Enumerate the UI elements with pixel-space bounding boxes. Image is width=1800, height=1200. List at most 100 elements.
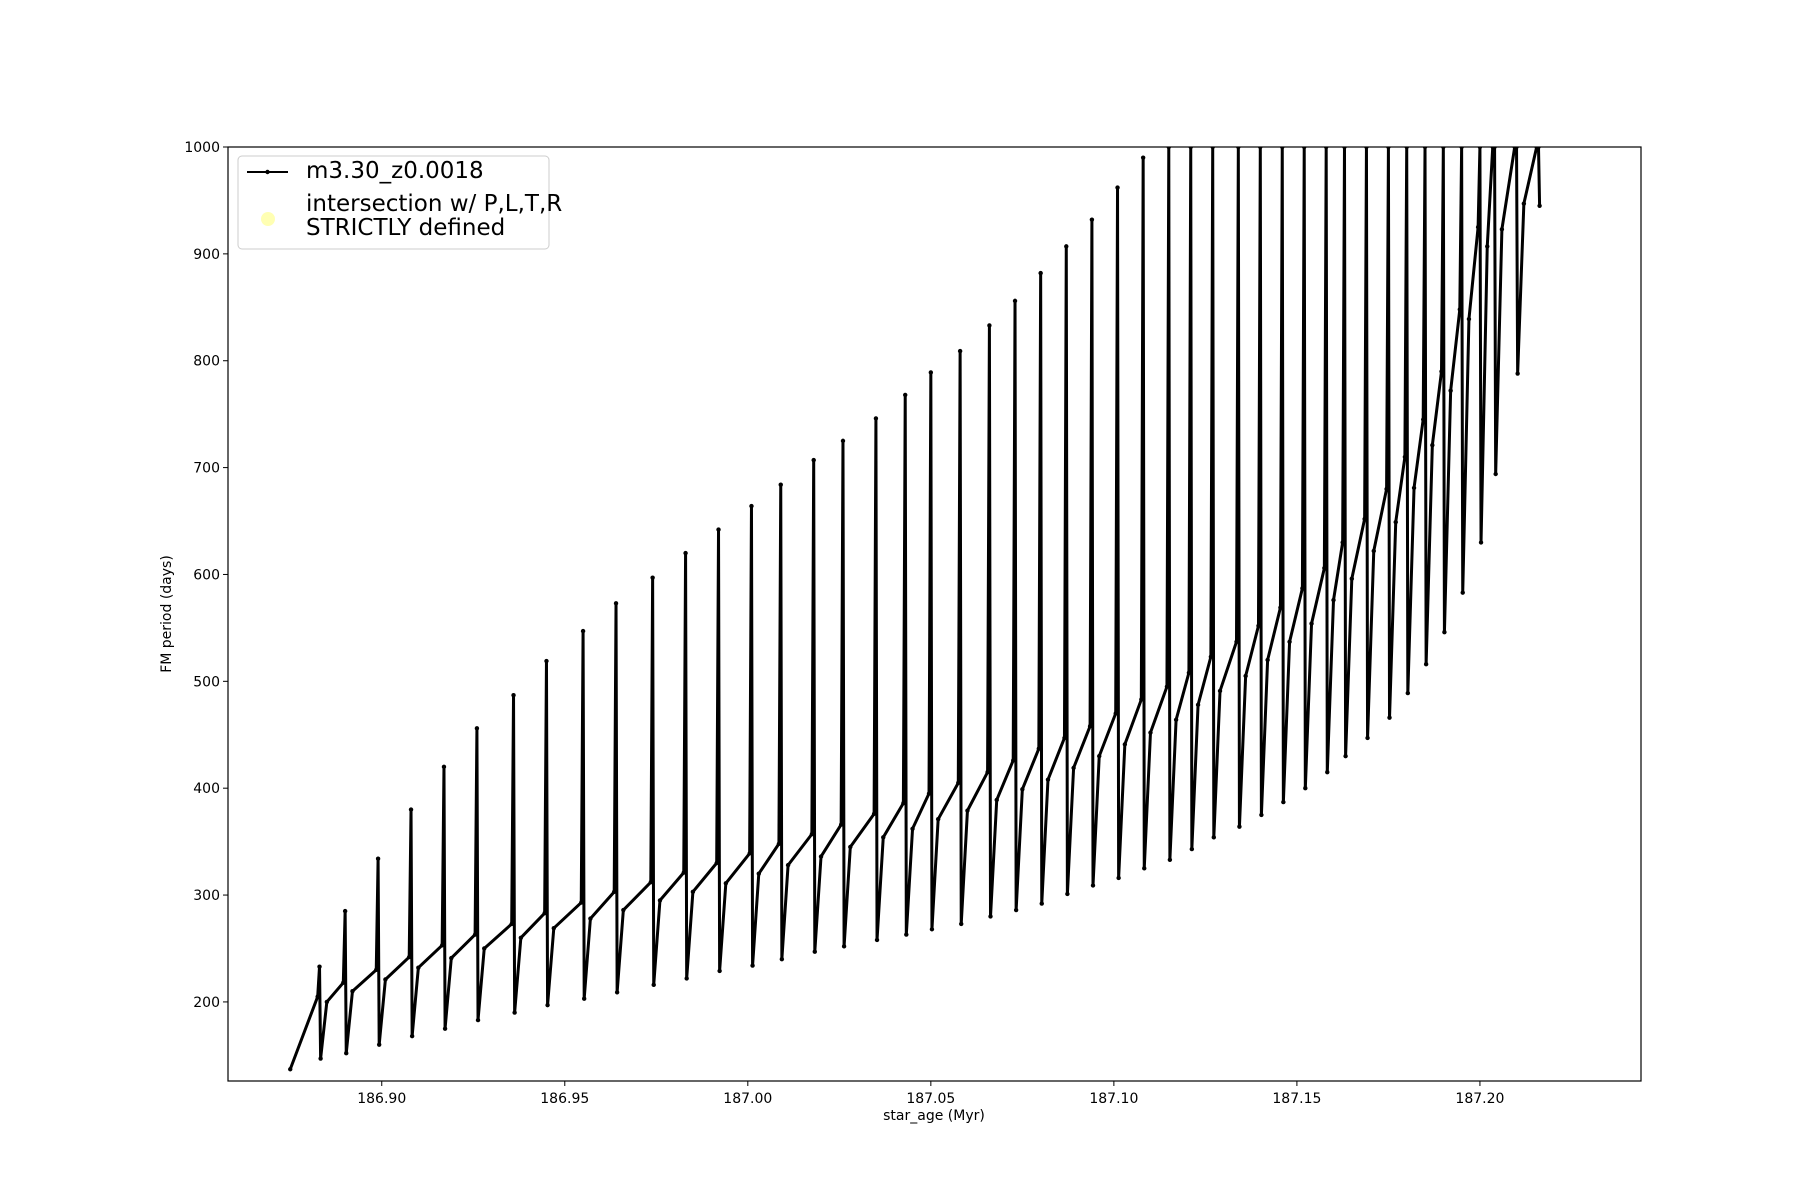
x-tick-label: 187.20 [1455,1091,1504,1107]
data-point [1303,785,1308,791]
data-point [1485,244,1490,249]
data-point [621,907,626,913]
data-point [840,438,846,444]
data-point [1020,787,1025,792]
data-point [350,989,355,994]
data-point [581,996,587,1001]
data-point [926,791,932,796]
data-point [474,726,480,731]
data-point [1256,623,1261,628]
data-point [1457,307,1462,312]
data-point [838,822,844,827]
data-point [985,769,990,775]
data-point [650,575,655,580]
data-point [1331,597,1336,603]
data-point [1411,485,1417,491]
data-point [1537,203,1542,208]
x-tick-label: 187.00 [723,1091,772,1107]
data-point [1062,735,1067,741]
data-point [1439,369,1444,374]
data-point [657,898,663,903]
data-point [1287,639,1292,644]
data-point [1012,298,1018,304]
y-tick-label: 300 [193,888,220,904]
data-point [874,937,880,943]
data-point [614,990,620,995]
data-point [1340,540,1345,545]
legend-marker [265,169,270,175]
data-point [1116,875,1121,881]
data-point [1038,270,1043,276]
legend-box [237,155,550,250]
data-point [613,601,619,606]
data-point [518,935,524,941]
data-point [848,844,853,850]
data-point [1322,565,1327,571]
data-point [1442,629,1447,635]
data-point [1448,388,1453,393]
data-point [472,932,478,937]
data-point [545,1002,550,1008]
data-line [288,147,1542,1070]
data-point [1420,417,1426,422]
data-point [910,826,915,831]
data-point [818,854,824,859]
data-point [1071,765,1076,771]
legend-label: m3.30_z0.0018 [306,158,484,184]
data-point [776,841,782,846]
data-point [1164,684,1170,689]
x-axis-label: star_age (Myr) [883,1108,985,1124]
data-point [580,628,586,634]
data-point [1384,486,1389,492]
data-point [988,914,993,919]
data-point [1208,654,1214,659]
data-point [509,921,514,927]
data-point [935,816,941,822]
data-point [749,503,754,509]
data-point [901,800,906,806]
data-point [648,880,654,885]
data-point [987,323,992,328]
data-point [1393,519,1398,525]
data-point [512,1010,517,1015]
data-point [1122,742,1128,747]
x-tick-label: 187.15 [1272,1091,1321,1107]
data-point [611,889,617,895]
data-point [1097,753,1102,759]
y-tick-label: 700 [193,461,220,477]
data-point [383,977,388,982]
data-point [1265,657,1270,663]
data-point [1466,316,1472,322]
y-tick-label: 200 [193,995,220,1011]
data-point [288,1067,293,1072]
data-point [1515,371,1520,376]
x-tick-label: 187.10 [1089,1091,1138,1107]
data-point [841,944,847,949]
data-point [1365,735,1370,741]
y-tick-label: 600 [193,567,220,583]
data-point [1065,891,1070,897]
data-point [690,889,696,895]
data-point [1142,866,1147,871]
data-point [811,457,816,463]
data-point [1499,227,1505,232]
data-point [407,954,412,960]
data-point [408,807,414,812]
data-point [1430,442,1435,448]
data-point [482,946,487,951]
y-tick-label: 1000 [184,140,220,156]
data-point [1300,586,1305,591]
data-point [904,932,909,937]
data-point [903,392,908,398]
data-point [1349,576,1355,581]
data-point [1237,824,1242,829]
data-point [1493,471,1498,477]
data-point [511,693,516,698]
data-point [1234,639,1239,644]
legend-marker [261,212,275,226]
data-point [409,1033,415,1039]
data-point [779,956,785,962]
data-point [1423,662,1429,667]
